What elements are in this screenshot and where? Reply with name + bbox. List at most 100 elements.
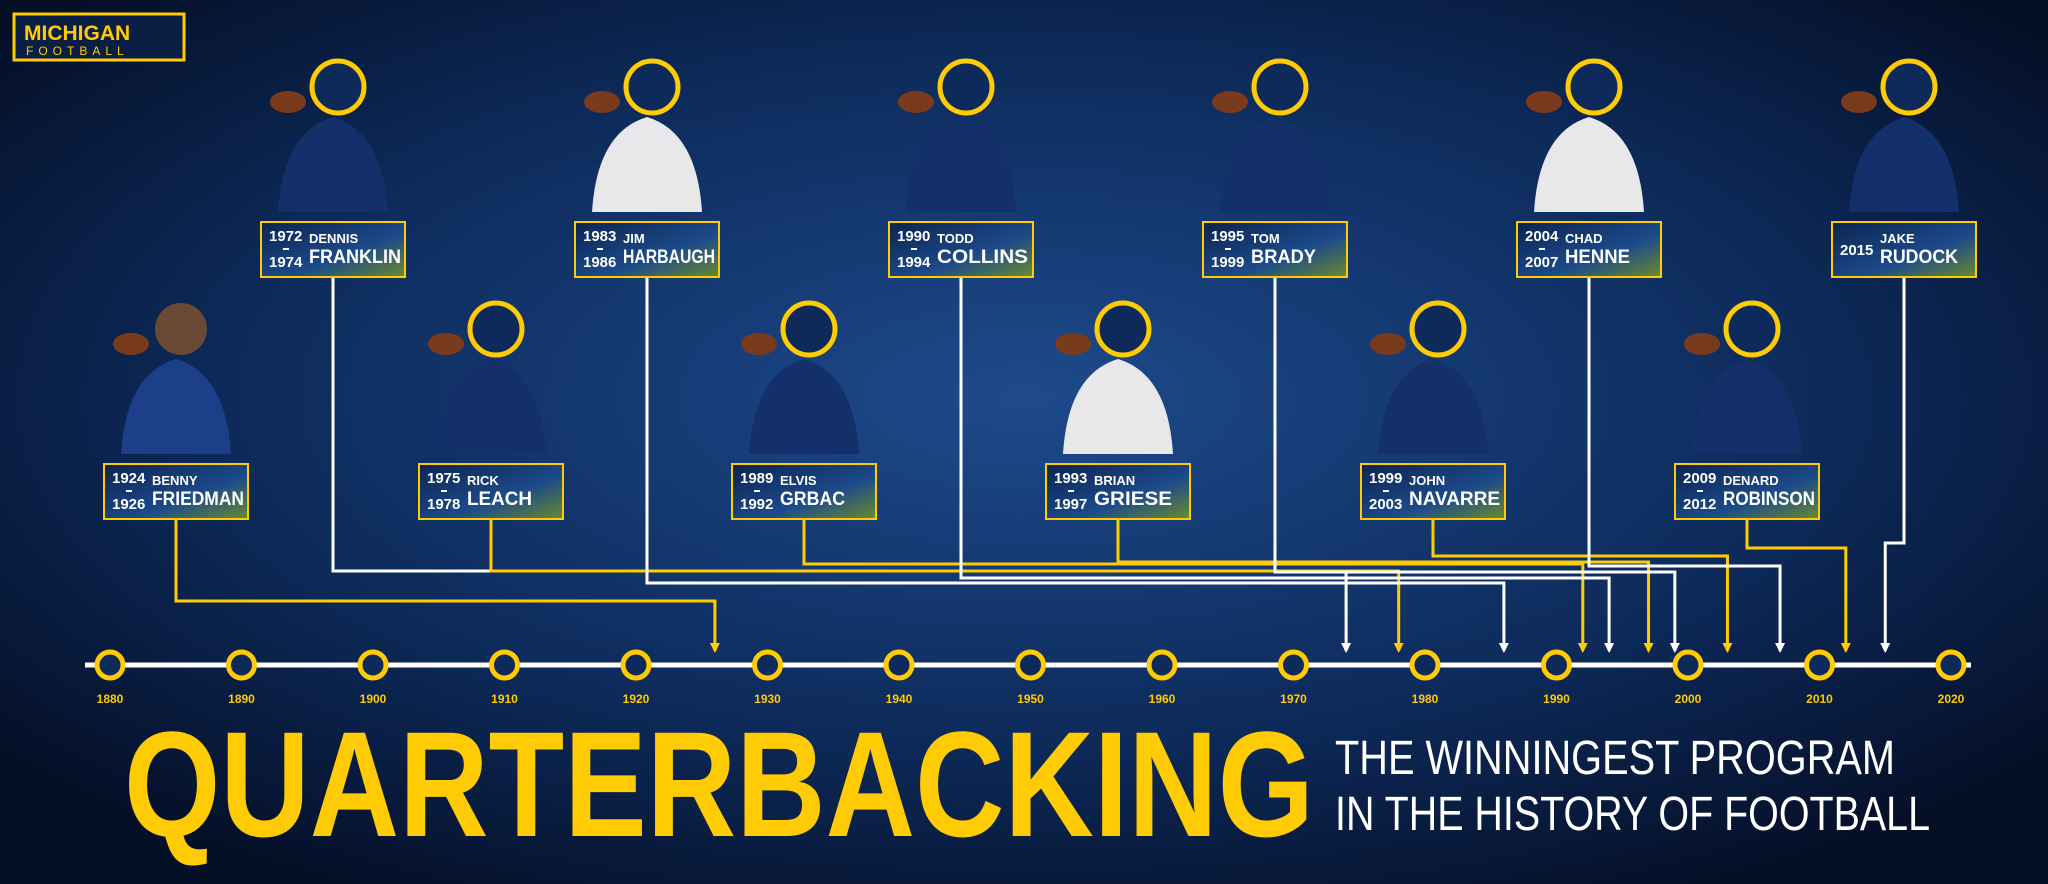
connector-arrow [1840, 643, 1851, 653]
player-photo [1055, 300, 1173, 454]
connector [802, 519, 1585, 651]
football [1055, 333, 1091, 355]
player-body [436, 359, 546, 454]
card-year: 2012 [1683, 496, 1716, 513]
player-body [592, 117, 702, 212]
player-photo [113, 303, 231, 454]
card-year: 1978 [427, 496, 460, 513]
connector [1116, 519, 1651, 651]
timeline-label: 1910 [491, 692, 518, 706]
card-last-name: RUDOCK [1880, 247, 1958, 268]
timeline-tick [1804, 649, 1835, 681]
timeline-tick [1146, 649, 1178, 681]
timeline-label: 1880 [97, 692, 124, 706]
card-last-name: NAVARRE [1409, 489, 1500, 510]
card-last-name: GRBAC [780, 489, 845, 510]
connector [959, 277, 1611, 651]
football [1684, 333, 1720, 355]
football [270, 91, 306, 113]
player-body [1849, 117, 1959, 212]
card-last-name: FRIEDMAN [152, 489, 244, 510]
card-first-name: JAKE [1880, 231, 1915, 246]
timeline-tick [1015, 649, 1046, 681]
card-first-name: TOM [1251, 231, 1280, 246]
timeline-label: 1920 [623, 692, 650, 706]
connector-arrow [1498, 643, 1509, 653]
football [1526, 91, 1562, 113]
card-year: 1993 [1054, 470, 1087, 487]
card-year: 2009 [1683, 470, 1716, 487]
card-year: 1990 [897, 228, 930, 245]
player-body [1378, 359, 1488, 454]
card-last-name: COLLINS [937, 247, 1028, 268]
football [898, 91, 934, 113]
card-first-name: CHAD [1565, 231, 1603, 246]
card-last-name: HENNE [1565, 247, 1630, 268]
timeline-label: 1980 [1412, 692, 1439, 706]
card-last-name: LEACH [467, 489, 532, 510]
football [1841, 91, 1877, 113]
player-helmet [1409, 300, 1467, 358]
card-year: 1974 [269, 254, 303, 271]
player-body [1220, 117, 1330, 212]
connector-arrow [1393, 643, 1404, 653]
player-body [749, 359, 859, 454]
card-dash [1383, 490, 1389, 492]
card-year: 1975 [427, 470, 460, 487]
logo-text: FOOTBALL [26, 44, 129, 58]
player-helmet [309, 58, 367, 116]
card-year: 2007 [1525, 254, 1558, 271]
player-photo [584, 58, 702, 212]
card-first-name: JIM [623, 231, 645, 246]
player-helmet [467, 300, 525, 358]
card-year: 1999 [1211, 254, 1244, 271]
timeline-tick [752, 649, 783, 681]
card-year: 1989 [740, 470, 773, 487]
player-helmet [937, 58, 995, 116]
card-year: 2003 [1369, 496, 1402, 513]
card-dash [1068, 490, 1074, 492]
card-year: 1983 [583, 228, 616, 245]
card-first-name: DENNIS [309, 231, 358, 246]
logo-box [12, 12, 186, 62]
card-dash [1697, 490, 1703, 492]
timeline-tick [1278, 649, 1309, 681]
player-photo [741, 300, 859, 454]
player-photo [1212, 58, 1330, 212]
connector [1587, 277, 1782, 651]
player-photo [1370, 300, 1488, 454]
player-photo [1684, 300, 1802, 454]
connector-arrow [709, 643, 720, 653]
player-photo [898, 58, 1016, 212]
connector-arrow [1643, 643, 1654, 653]
logo: MICHIGAN FOOTBALL [12, 12, 186, 62]
card-year: 1995 [1211, 228, 1244, 245]
card-last-name: BRADY [1251, 247, 1316, 268]
timeline-tick [1541, 649, 1572, 681]
player-helmet [155, 303, 207, 355]
football [584, 91, 620, 113]
connector [489, 519, 1401, 651]
timeline-tick [489, 649, 520, 681]
player-helmet [1251, 58, 1309, 116]
card-year: 1924 [112, 470, 146, 487]
timeline-tick [1409, 649, 1441, 681]
card-year: 2004 [1525, 228, 1559, 245]
football [1370, 333, 1406, 355]
connector [1745, 519, 1848, 651]
logo-text: MICHIGAN [24, 22, 130, 45]
timeline-tick [226, 649, 257, 681]
timeline-label: 2020 [1938, 692, 1965, 706]
player-photo [270, 58, 388, 212]
timeline-tick [1672, 649, 1704, 681]
player-photo [1526, 58, 1644, 212]
timeline-tick [1935, 649, 1967, 681]
football [741, 333, 777, 355]
card-dash [1225, 248, 1231, 250]
card-dash [597, 248, 603, 250]
timeline-tick [883, 649, 915, 681]
connector-arrow [1775, 643, 1786, 653]
card-first-name: DENARD [1723, 473, 1779, 488]
